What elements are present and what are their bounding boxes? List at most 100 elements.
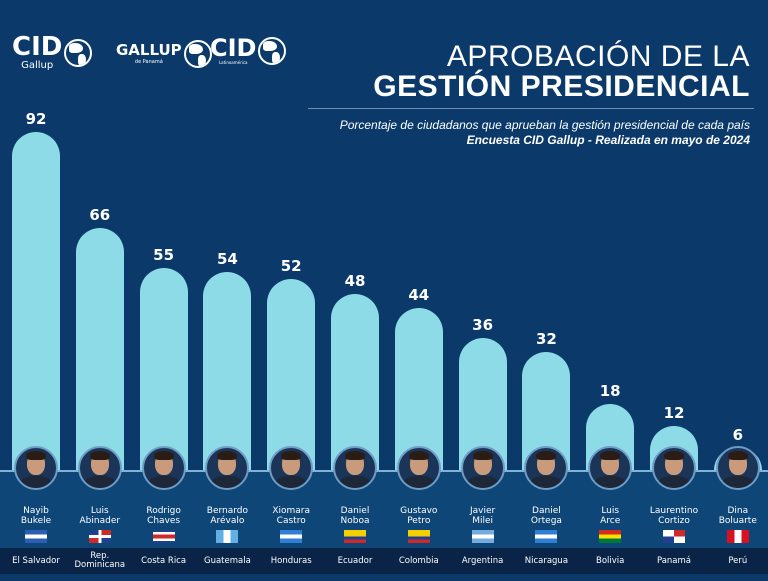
chart-subtitle: Porcentaje de ciudadanos que aprueban la… (339, 118, 750, 132)
labels-band (0, 472, 768, 548)
bar-value-label: 18 (599, 381, 621, 400)
president-first-name: Laurentino (649, 506, 699, 516)
president-last-name: Boluarte (718, 516, 757, 526)
chart-baseline (0, 470, 768, 472)
logo-main-text: CID (12, 32, 63, 62)
bar-value-label: 6 (732, 425, 744, 444)
president-name: Luis Arce (575, 506, 645, 526)
president-first-name: Nayib (23, 506, 49, 516)
president-photo (141, 446, 186, 490)
chart-title-line1: APROBACIÓN DE LA (446, 40, 750, 73)
country-label: Perú (703, 557, 768, 566)
bar-value-label: 36 (472, 315, 494, 334)
country-label: Guatemala (192, 557, 262, 566)
president-name: Luis Abinader (65, 506, 135, 526)
president-last-name: Ortega (530, 516, 562, 526)
country-name: Bolivia (596, 556, 625, 566)
bar-value-label: 44 (408, 286, 430, 305)
president-last-name: Castro (276, 516, 306, 526)
logo-main-text: CID (210, 34, 257, 62)
country-label: Ecuador (320, 557, 390, 566)
bar-value-label: 55 (153, 245, 175, 264)
bar-value-label: 52 (280, 256, 302, 275)
president-name: Daniel Ortega (511, 506, 581, 526)
logo-cid-latinoamerica: CID Latinoamérica (210, 34, 287, 65)
country-label: Honduras (256, 557, 326, 566)
flag-colombia-icon (407, 530, 430, 543)
president-last-name: Chaves (147, 516, 181, 526)
logo-sub-text: Gallup (21, 60, 54, 71)
chart-source: Encuesta CID Gallup - Realizada en mayo … (466, 133, 750, 147)
president-name: Nayib Bukele (1, 506, 71, 526)
bar-ecuador (331, 293, 379, 470)
president-photo (269, 446, 314, 490)
country-label: El Salvador (1, 557, 71, 566)
country-name: Perú (728, 556, 748, 566)
flag-costa-rica-icon (152, 530, 175, 543)
country-name: Argentina (461, 556, 504, 566)
president-last-name: Arce (600, 516, 621, 526)
president-name: Daniel Noboa (320, 506, 390, 526)
president-first-name: Daniel (340, 506, 370, 516)
president-first-name: Xiomara (272, 506, 311, 516)
president-photo (333, 446, 377, 490)
president-last-name: Bukele (20, 516, 52, 526)
president-first-name: Javier (469, 506, 496, 516)
country-label: Costa Rica (129, 557, 199, 566)
logo-main-text: GALLUP (116, 41, 182, 59)
title-divider (308, 108, 754, 109)
president-last-name: Milei (472, 516, 493, 526)
president-photo (652, 446, 696, 490)
bar-colombia (394, 308, 443, 470)
flag-argentina-icon (471, 530, 494, 543)
president-first-name: Rodrigo (146, 506, 181, 516)
country-name: Panamá (656, 556, 692, 566)
country-label: Argentina (448, 557, 518, 566)
logo-cid-gallup: CID Gallup (12, 32, 93, 71)
president-name: Javier Milei (448, 506, 518, 526)
flag-guatemala-icon (216, 530, 239, 543)
logo-sub-text: de Panamá (134, 59, 163, 65)
bar-value-label: 66 (89, 205, 111, 224)
president-name: Gustavo Petro (384, 506, 454, 526)
flag-panama-icon (663, 530, 685, 543)
president-photo (14, 446, 58, 490)
globe-icon (64, 38, 93, 67)
flag-ecuador-icon (344, 530, 366, 543)
president-first-name: Gustavo (400, 506, 438, 516)
country-label: Nicaragua (511, 557, 581, 566)
president-first-name: Luis (601, 506, 620, 516)
country-name: Costa Rica (141, 556, 187, 566)
president-name: Dina Boluarte (703, 506, 768, 526)
president-last-name: Noboa (340, 516, 370, 526)
country-name: Ecuador (337, 556, 373, 566)
country-name: Nicaragua (524, 556, 569, 566)
president-name: Laurentino Cortizo (639, 506, 709, 526)
president-first-name: Daniel (532, 506, 561, 516)
country-strip (0, 548, 768, 574)
president-last-name: Cortizo (658, 516, 690, 526)
bar-value-label: 54 (216, 249, 238, 268)
country-name-line2: Dominicana (74, 560, 126, 570)
country-name: Rep. (90, 551, 110, 561)
president-last-name: Abinader (79, 516, 121, 526)
country-label: Bolivia (575, 557, 645, 566)
president-photo (715, 446, 760, 490)
bar-honduras (267, 278, 316, 470)
president-first-name: Bernardo (206, 506, 248, 516)
country-name: Honduras (270, 556, 312, 566)
flag-dominican-republic-icon (88, 530, 111, 543)
chart-title-line2: GESTIÓN PRESIDENCIAL (373, 70, 750, 103)
president-photo (588, 446, 633, 490)
flag-nicaragua-icon (535, 530, 558, 543)
logo-gallup-panama: GALLUP de Panamá (116, 40, 212, 68)
country-label: Rep. Dominicana (65, 552, 135, 570)
president-photo (460, 446, 505, 490)
globe-icon (183, 40, 212, 68)
president-last-name: Petro (407, 516, 431, 526)
bar-value-label: 32 (535, 330, 557, 349)
president-photo (524, 446, 569, 490)
logo-sub-text: Latinoamérica (218, 60, 248, 65)
flag-honduras-icon (280, 530, 303, 543)
